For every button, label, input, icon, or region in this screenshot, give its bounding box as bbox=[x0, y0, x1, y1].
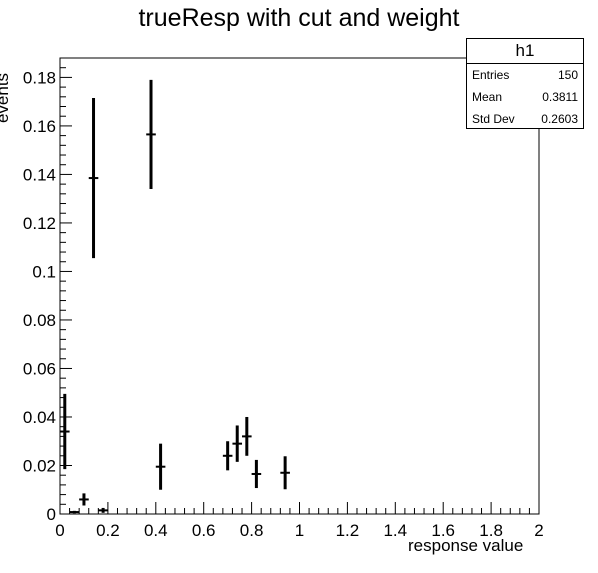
x-tick-label: 0.8 bbox=[240, 521, 264, 540]
data-point bbox=[242, 416, 252, 456]
y-tick-label: 0.02 bbox=[23, 456, 56, 475]
data-point bbox=[280, 456, 290, 490]
stats-entries-label: Entries bbox=[472, 68, 510, 82]
data-point bbox=[155, 443, 166, 490]
data-point bbox=[60, 393, 70, 470]
stats-stddev-label: Std Dev bbox=[472, 112, 515, 126]
x-tick-label: 0 bbox=[55, 521, 64, 540]
data-point bbox=[251, 459, 262, 489]
data-point bbox=[146, 79, 156, 189]
x-tick-label: 1.2 bbox=[336, 521, 360, 540]
data-point bbox=[79, 493, 89, 506]
x-tick-label: 0.6 bbox=[192, 521, 216, 540]
y-tick-label: 0.18 bbox=[23, 68, 56, 87]
y-axis-label: events bbox=[0, 72, 13, 124]
y-tick-label: 0.04 bbox=[23, 408, 56, 427]
stats-mean-value: 0.3811 bbox=[542, 90, 578, 104]
x-tick-label: 1.8 bbox=[479, 521, 503, 540]
stats-entries-value: 150 bbox=[557, 68, 578, 82]
x-tick-label: 2 bbox=[534, 521, 543, 540]
chart-title: trueResp with cut and weight bbox=[138, 4, 460, 32]
x-tick-label: 1.6 bbox=[431, 521, 455, 540]
stats-stddev-row: Std Dev 0.2603 bbox=[467, 108, 583, 130]
data-point bbox=[98, 507, 108, 513]
y-tick-label: 0.12 bbox=[23, 214, 56, 233]
stats-mean-row: Mean 0.3811 bbox=[467, 86, 583, 108]
data-point bbox=[232, 425, 243, 462]
x-tick-label: 1 bbox=[295, 521, 304, 540]
y-tick-label: 0.1 bbox=[32, 262, 56, 281]
stats-entries-row: Entries 150 bbox=[467, 64, 583, 86]
data-point bbox=[69, 510, 80, 514]
x-axis-label: response value bbox=[408, 536, 524, 555]
x-tick-label: 0.4 bbox=[144, 521, 168, 540]
stats-mean-label: Mean bbox=[472, 90, 503, 104]
x-tick-label: 0.2 bbox=[96, 521, 120, 540]
y-tick-label: 0.08 bbox=[23, 311, 56, 330]
y-tick-label: 0.14 bbox=[23, 165, 56, 184]
data-point bbox=[88, 98, 99, 259]
stats-box: h1 Entries 150 Mean 0.3811 Std Dev 0.260… bbox=[466, 38, 584, 129]
y-tick-label: 0.16 bbox=[23, 117, 56, 136]
stats-stddev-value: 0.2603 bbox=[541, 112, 578, 126]
stats-histogram-name: h1 bbox=[467, 39, 583, 64]
data-point bbox=[222, 441, 233, 471]
y-tick-label: 0 bbox=[47, 505, 56, 524]
x-tick-label: 1.4 bbox=[383, 521, 407, 540]
y-tick-label: 0.06 bbox=[23, 359, 56, 378]
